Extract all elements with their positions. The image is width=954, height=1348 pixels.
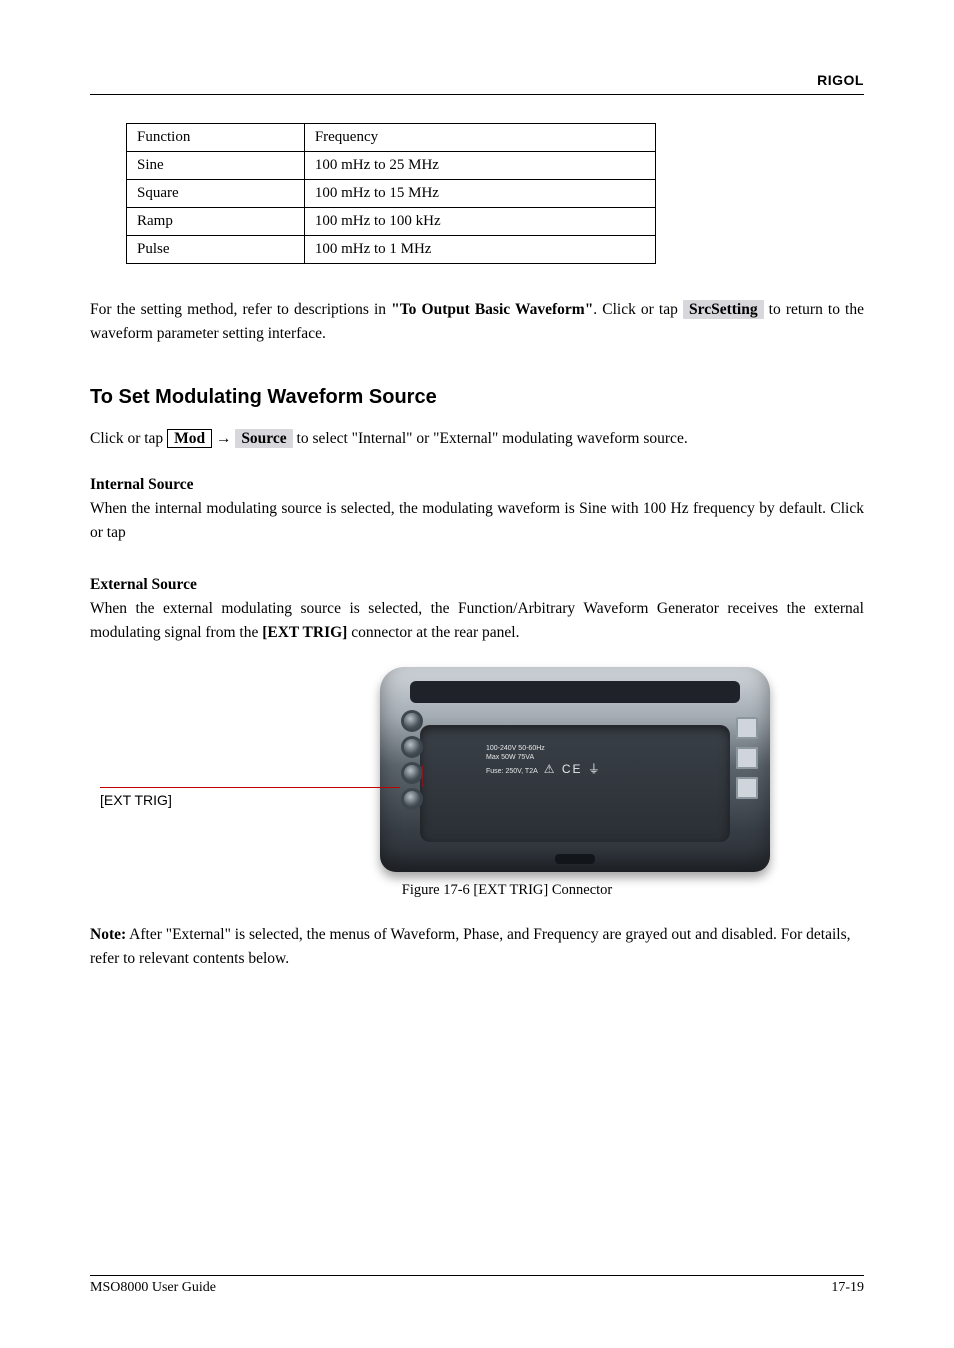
text: to select "Internal" or "External" modul… xyxy=(293,430,688,447)
internal-source-block: Internal Source When the internal modula… xyxy=(90,473,864,545)
callout-line-icon xyxy=(100,787,400,788)
footer-left: MSO8000 User Guide xyxy=(90,1280,216,1296)
cell: Square xyxy=(127,180,305,208)
callout-label: [EXT TRIG] xyxy=(100,792,172,808)
ext-trig-port-icon xyxy=(404,765,420,781)
hardkey-mod[interactable]: Mod xyxy=(167,429,212,448)
page-footer: MSO8000 User Guide 17-19 xyxy=(90,1275,864,1296)
cell: 100 mHz to 1 MHz xyxy=(304,236,655,264)
internal-source-title: Internal Source xyxy=(90,476,193,493)
ext-trig-connector: [EXT TRIG] xyxy=(262,624,347,641)
table-row: Pulse 100 mHz to 1 MHz xyxy=(127,236,656,264)
para-source-select: Click or tap Mod → Source to select "Int… xyxy=(90,427,864,451)
cell: Pulse xyxy=(127,236,305,264)
text: . Click or tap xyxy=(593,301,683,318)
col-function: Function xyxy=(127,124,305,152)
col-frequency: Frequency xyxy=(304,124,655,152)
section-heading: To Set Modulating Waveform Source xyxy=(90,386,864,409)
internal-source-body: When the internal modulating source is s… xyxy=(90,500,864,541)
external-source-tail: connector at the rear panel. xyxy=(347,624,519,641)
figure-caption: Figure 17-6 [EXT TRIG] Connector xyxy=(150,882,864,899)
page-header: RIGOL xyxy=(90,72,864,95)
softkey-source[interactable]: Source xyxy=(235,429,292,448)
note-paragraph: Note: After "External" is selected, the … xyxy=(90,923,864,971)
callout-line-icon xyxy=(422,765,423,787)
brand-label: RIGOL xyxy=(817,72,864,88)
frequency-table: Function Frequency Sine 100 mHz to 25 MH… xyxy=(126,123,656,264)
external-source-title: External Source xyxy=(90,576,197,593)
device-rear-image: 100-240V 50-60Hz Max 50W 75VA Fuse: 250V… xyxy=(380,667,770,872)
text: Click or tap xyxy=(90,430,167,447)
table-row: Sine 100 mHz to 25 MHz xyxy=(127,152,656,180)
softkey-srcsetting[interactable]: SrcSetting xyxy=(683,300,764,319)
note-label: Note: xyxy=(90,926,126,943)
cell: 100 mHz to 15 MHz xyxy=(304,180,655,208)
side-port-icon xyxy=(736,777,758,799)
footer-right: 17-19 xyxy=(831,1280,864,1296)
side-port-icon xyxy=(736,717,758,739)
table-row: Square 100 mHz to 15 MHz xyxy=(127,180,656,208)
external-source-block: External Source When the external modula… xyxy=(90,573,864,645)
port-icon xyxy=(404,713,420,729)
ref-title: "To Output Basic Waveform" xyxy=(391,301,593,318)
para-set-method: For the setting method, refer to descrip… xyxy=(90,298,864,346)
table-header-row: Function Frequency xyxy=(127,124,656,152)
side-port-icon xyxy=(736,747,758,769)
arrow-icon: → xyxy=(212,430,235,447)
cell: Sine xyxy=(127,152,305,180)
text: For the setting method, refer to descrip… xyxy=(90,301,391,318)
cell: Ramp xyxy=(127,208,305,236)
table-row: Ramp 100 mHz to 100 kHz xyxy=(127,208,656,236)
device-spec-label: 100-240V 50-60Hz Max 50W 75VA Fuse: 250V… xyxy=(486,745,656,781)
port-icon xyxy=(404,791,420,807)
cell: 100 mHz to 100 kHz xyxy=(304,208,655,236)
figure-block: 100-240V 50-60Hz Max 50W 75VA Fuse: 250V… xyxy=(90,667,864,899)
cell: 100 mHz to 25 MHz xyxy=(304,152,655,180)
port-icon xyxy=(404,739,420,755)
note-body: After "External" is selected, the menus … xyxy=(90,926,851,967)
